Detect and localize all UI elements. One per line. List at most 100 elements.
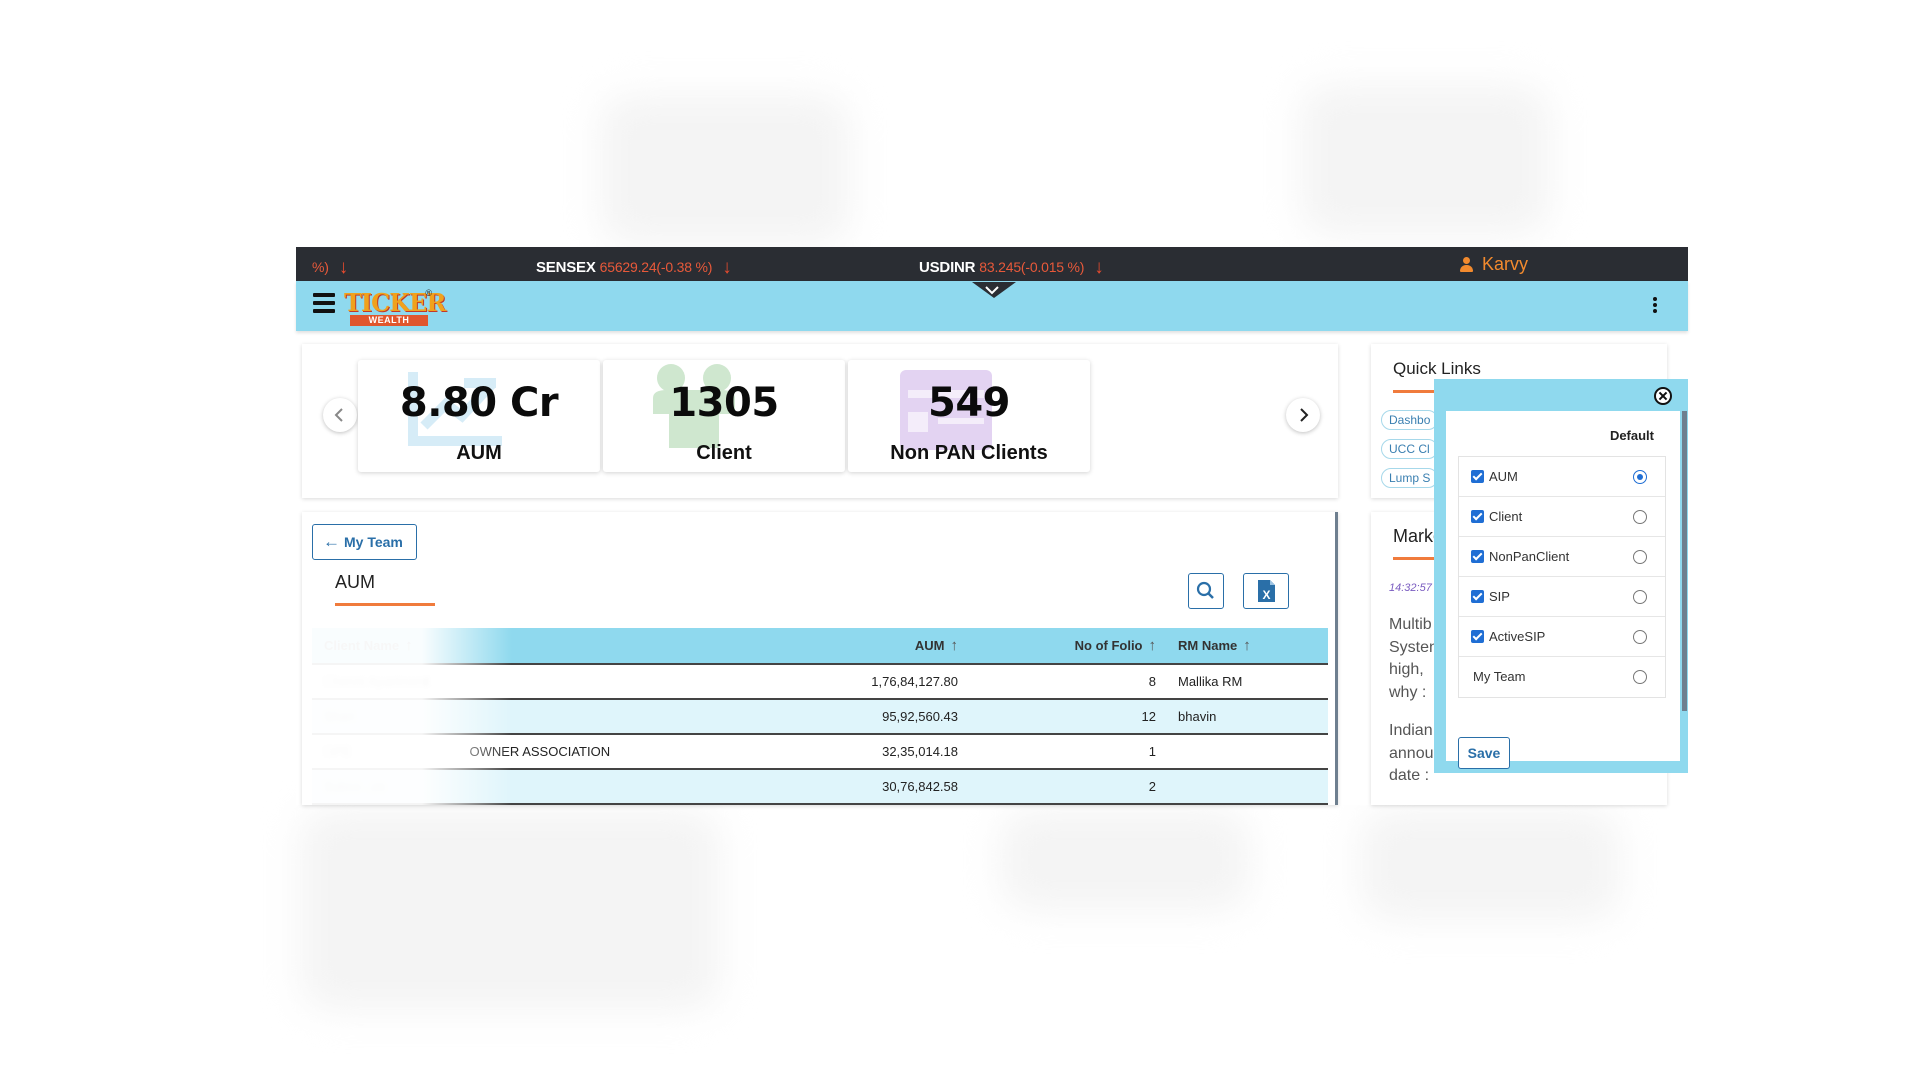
save-button[interactable]: Save: [1458, 737, 1510, 769]
folio-count: 12: [958, 699, 1168, 735]
table-row[interactable]: OPE OWNER ASSOCIATION 32,35,014.18 1: [312, 734, 1328, 770]
news-item[interactable]: Indian annou date :: [1389, 720, 1434, 788]
id-card-bg-icon: [900, 370, 992, 450]
user-icon: [1459, 257, 1473, 272]
ticker-item-0: %) ↓: [312, 256, 348, 278]
option-label: Client: [1489, 509, 1523, 524]
news-line: Indian: [1389, 722, 1433, 739]
chevron-right-icon: [1300, 408, 1309, 422]
default-radio-my-team[interactable]: [1633, 670, 1647, 684]
kpi-card-client[interactable]: 1305 Client: [603, 360, 845, 472]
logo-registered: ®: [425, 288, 432, 298]
search-button[interactable]: [1188, 573, 1224, 609]
kpi-label: AUM: [456, 442, 502, 464]
option-my-team: My Team: [1459, 657, 1665, 697]
kpi-options-list: AUM Client NonPanClient SIP: [1458, 456, 1666, 698]
default-column-header: Default: [1609, 428, 1654, 443]
ticker-label: USDINR: [919, 259, 976, 276]
column-header-aum[interactable]: AUM ↑: [732, 628, 959, 665]
client-name[interactable]: Subco ..os: [324, 779, 386, 794]
excel-file-icon: X: [1258, 580, 1275, 602]
close-icon[interactable]: [1654, 387, 1672, 405]
background-blur: [1300, 85, 1550, 235]
logo-text: TICKER: [344, 288, 446, 317]
market-ticker: %) ↓ SENSEX 65629.24(-0.38 %) ↓ USDINR 83.…: [296, 247, 1688, 281]
aum-value: 1,76,84,127.80: [732, 664, 958, 700]
column-label: AUM: [914, 638, 945, 653]
popup-scrollbar[interactable]: [1682, 411, 1687, 711]
table-row[interactable]: Chenni Apartment 1,76,84,127.80 8 Mallik…: [312, 664, 1328, 700]
kpi-card-aum[interactable]: 8.80 Cr AUM: [358, 360, 600, 472]
sort-up-icon[interactable]: ↑: [1243, 637, 1251, 654]
quick-link-chip[interactable]: UCC Cl: [1381, 439, 1438, 459]
folio-count: 1: [958, 734, 1168, 770]
option-activesip: ActiveSIP: [1459, 617, 1665, 657]
sort-up-icon[interactable]: ↑: [950, 637, 959, 654]
app-window: %) ↓ SENSEX 65629.24(-0.38 %) ↓ USDINR 83.…: [296, 247, 1688, 805]
table-header-row: Client Name ↑ AUM ↑ No of Folio ↑ RM Name ↑: [312, 628, 1328, 665]
quick-link-chip[interactable]: Lump S: [1381, 468, 1439, 488]
kpi-label: Non PAN Clients: [890, 442, 1048, 464]
kpi-settings-popup: Default AUM Client NonPanClient: [1434, 379, 1688, 773]
option-client: Client: [1459, 497, 1665, 537]
client-name[interactable]: Shari: [324, 709, 355, 724]
rm-name: Mallika RM: [1168, 664, 1328, 700]
option-label: NonPanClient: [1489, 549, 1570, 564]
table-row[interactable]: Subco ..os 30,76,842.58 2: [312, 769, 1328, 805]
kpi-panel: 8.80 Cr AUM 1305 Client 549 Non PAN Clie…: [302, 344, 1338, 498]
checkbox-nonpanclient[interactable]: [1471, 550, 1484, 563]
popup-body: Default AUM Client NonPanClient: [1446, 411, 1680, 769]
default-radio-activesip[interactable]: [1633, 630, 1647, 644]
prev-button[interactable]: [323, 398, 357, 432]
folio-count: 2: [958, 769, 1168, 805]
checkbox-sip[interactable]: [1471, 590, 1484, 603]
my-team-back-button[interactable]: ← My Team: [312, 524, 417, 560]
client-name[interactable]: OWNER ASSOCIATION: [469, 744, 611, 759]
default-radio-sip[interactable]: [1633, 590, 1647, 604]
ticker-item-usdinr: USDINR 83.245(-0.015 %) ↓: [919, 256, 1104, 278]
arrow-down-icon: ↓: [1094, 257, 1104, 278]
default-radio-nonpanclient[interactable]: [1633, 550, 1647, 564]
background-blur: [1360, 810, 1620, 920]
sort-up-icon[interactable]: ↑: [1148, 637, 1157, 654]
chevron-down-icon[interactable]: [984, 283, 1000, 299]
quick-link-chip[interactable]: Dashbo: [1381, 410, 1439, 430]
checkbox-aum[interactable]: [1471, 470, 1484, 483]
default-radio-client[interactable]: [1633, 510, 1647, 524]
client-name[interactable]: Chenni Apartment: [324, 674, 429, 689]
ticker-value: %): [312, 259, 329, 275]
checkbox-activesip[interactable]: [1471, 630, 1484, 643]
chevron-left-icon: [334, 408, 343, 422]
next-button[interactable]: [1286, 398, 1320, 432]
column-header-rm-name[interactable]: RM Name ↑: [1168, 628, 1328, 665]
arrow-down-icon: ↓: [722, 257, 732, 278]
more-options-icon[interactable]: [1652, 297, 1658, 315]
user-name: Karvy: [1481, 254, 1528, 274]
news-line: Multib: [1389, 616, 1432, 633]
ticker-value: 65629.24(-0.38 %): [599, 259, 713, 275]
user-menu[interactable]: Karvy: [1459, 254, 1528, 275]
aum-value: 30,76,842.58: [732, 769, 958, 805]
search-icon: [1196, 581, 1214, 599]
chart-bg-icon: [408, 372, 502, 446]
checkbox-client[interactable]: [1471, 510, 1484, 523]
ticker-item-sensex: SENSEX 65629.24(-0.38 %) ↓: [536, 256, 732, 278]
client-name-prefix[interactable]: OPE: [324, 744, 352, 759]
sort-up-icon[interactable]: ↑: [405, 637, 413, 654]
export-excel-button[interactable]: X: [1243, 573, 1289, 609]
rm-name: bhavin: [1168, 699, 1328, 735]
kpi-card-non-pan[interactable]: 549 Non PAN Clients: [848, 360, 1090, 472]
menu-icon[interactable]: [313, 293, 335, 313]
default-radio-aum[interactable]: [1633, 470, 1647, 484]
ticker-wealth-logo[interactable]: TICKER WEALTH ®: [344, 288, 446, 326]
news-item[interactable]: Multib Systen high, why :: [1389, 614, 1438, 704]
vertical-scrollbar[interactable]: [1335, 512, 1338, 805]
option-sip: SIP: [1459, 577, 1665, 617]
news-line: annou: [1389, 744, 1434, 762]
table-row[interactable]: Shari 95,92,560.43 12 bhavin: [312, 699, 1328, 735]
column-label: No of Folio: [1074, 638, 1143, 653]
column-header-folio[interactable]: No of Folio ↑: [958, 628, 1168, 665]
column-header-client-name[interactable]: Client Name ↑: [312, 628, 732, 665]
aum-table: Client Name ↑ AUM ↑ No of Folio ↑ RM Name ↑ …: [312, 628, 1328, 805]
rm-name: [1168, 734, 1328, 770]
